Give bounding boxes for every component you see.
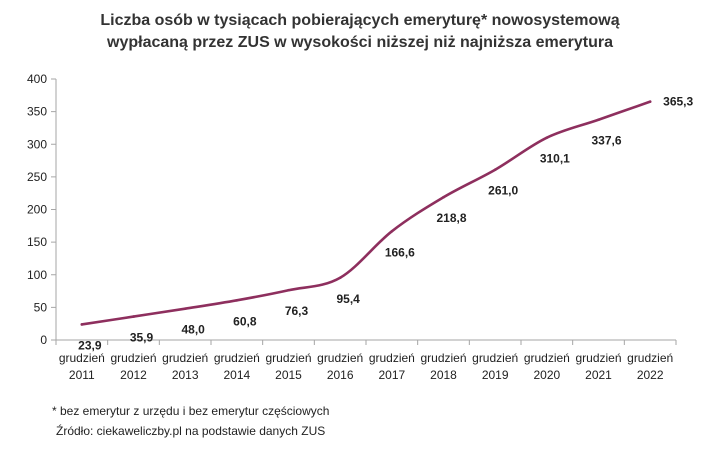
data-label: 365,3 (663, 95, 693, 109)
data-point (545, 136, 549, 139)
x-tick-label-line: grudzień (369, 351, 415, 365)
x-tick-label: grudzień 2020 (524, 351, 570, 382)
data-point (235, 299, 239, 302)
x-tick-label: grudzień 2022 (627, 351, 673, 382)
data-label: 310,1 (540, 152, 570, 166)
x-tick-label-line: 2019 (482, 368, 509, 382)
x-tick-label-line: grudzień (110, 351, 156, 365)
y-tick-label: 200 (27, 203, 47, 217)
x-tick-label-line: 2022 (637, 368, 664, 382)
x-tick-label-line: 2014 (223, 368, 250, 382)
y-tick-label: 350 (27, 105, 47, 119)
data-point (80, 323, 84, 326)
y-tick-label: 400 (27, 72, 47, 86)
x-tick-label-line: grudzień (575, 351, 621, 365)
data-point (132, 315, 135, 318)
x-tick-label-line: 2011 (69, 368, 95, 382)
x-tick-label-line: grudzień (214, 351, 260, 365)
footnote: * bez emerytur z urzędu i bez emerytur c… (52, 404, 330, 418)
x-tick-label-line: grudzień (524, 351, 570, 365)
data-label: 35,9 (130, 331, 154, 345)
x-tick-label-line: 2013 (172, 368, 199, 382)
x-tick-label-line: 2017 (378, 368, 405, 382)
x-tick-label-line: grudzień (59, 351, 105, 365)
data-label: 23,9 (78, 338, 102, 352)
x-tick-label: grudzień 2015 (265, 351, 311, 382)
x-tick-label: grudzień 2011 (59, 351, 105, 382)
x-tick-label-line: 2015 (275, 368, 302, 382)
y-tick-label: 100 (27, 268, 47, 282)
x-tick-label-line: grudzień (265, 351, 311, 365)
y-tick-label: 300 (27, 137, 47, 151)
data-label: 166,6 (385, 245, 415, 259)
data-point (493, 168, 497, 171)
x-tick-label: grudzień 2021 (575, 351, 621, 382)
data-point (338, 276, 342, 280)
data-point (442, 195, 445, 199)
y-tick-label: 50 (34, 300, 48, 314)
data-point (648, 100, 652, 103)
x-tick-label: grudzień 2014 (214, 351, 260, 382)
x-tick-label-line: grudzień (317, 351, 363, 365)
source-note: Źródło: ciekaweliczby.pl na podstawie da… (56, 424, 326, 438)
data-label: 261,0 (488, 184, 518, 198)
data-point (390, 229, 394, 233)
y-tick-label: 250 (27, 170, 47, 184)
data-point (597, 118, 600, 122)
y-tick-label: 150 (27, 235, 47, 249)
data-label: 48,0 (181, 323, 205, 337)
series-line (80, 100, 652, 326)
series-line-group (80, 100, 652, 326)
data-label: 337,6 (591, 134, 621, 148)
x-tick-label: grudzień 2012 (110, 351, 156, 382)
chart-title-line-1: Liczba osób w tysiącach pobierających em… (100, 12, 620, 29)
data-label: 76,3 (285, 304, 309, 318)
y-tick-label: 0 (40, 333, 47, 347)
x-tick-label-line: 2018 (430, 368, 457, 382)
x-tick-label: grudzień 2017 (369, 351, 415, 382)
chart-title-line-2: wypłacaną przez ZUS w wysokości niższej … (107, 34, 613, 51)
x-tick-label: grudzień 2016 (317, 351, 363, 382)
x-tick-label-line: 2020 (533, 368, 560, 382)
data-point (287, 288, 290, 292)
x-tick-label-line: 2021 (585, 368, 612, 382)
x-tick-label-line: grudzień (627, 351, 673, 365)
y-axis: 0 50 100 150 200 250 300 350 400 (27, 72, 57, 347)
data-labels: 23,9 35,9 48,0 60,8 76,3 95,4 166,6 218,8 261,0 3… (78, 95, 693, 353)
x-tick-label-line: 2012 (120, 368, 147, 382)
x-tick-label-line: grudzień (472, 351, 518, 365)
x-tick-label-line: 2016 (327, 368, 354, 382)
chart-title: Liczba osób w tysiącach pobierających em… (0, 10, 720, 54)
x-tick-label-line: grudzień (162, 351, 208, 365)
x-tick-label: grudzień 2013 (162, 351, 208, 382)
data-label: 60,8 (233, 314, 257, 328)
data-label: 95,4 (336, 292, 360, 306)
data-point (183, 307, 187, 310)
data-label: 218,8 (436, 211, 466, 225)
x-tick-label: grudzień 2019 (472, 351, 518, 382)
x-tick-label: grudzień 2018 (420, 351, 466, 382)
x-tick-label-line: grudzień (420, 351, 466, 365)
